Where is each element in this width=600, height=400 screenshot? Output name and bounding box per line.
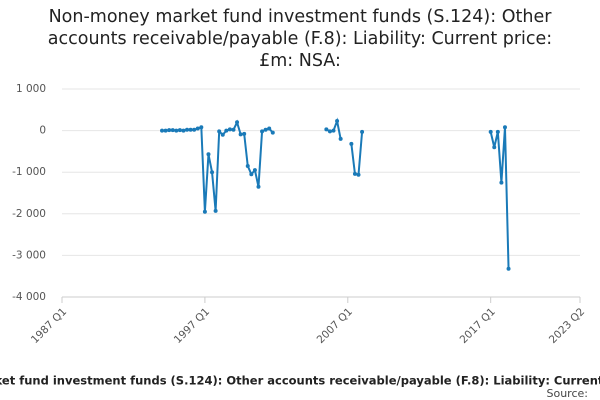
data-point [488, 129, 493, 134]
data-point [217, 129, 222, 134]
y-tick-label: -3 000 [12, 249, 46, 261]
data-point [174, 128, 179, 133]
data-point [242, 131, 247, 136]
data-point [349, 141, 354, 146]
data-point [210, 170, 215, 175]
data-point [502, 125, 507, 130]
data-point [238, 132, 243, 137]
y-tick-label: -1 000 [12, 166, 46, 178]
data-point [338, 136, 343, 141]
y-tick-label: 0 [39, 125, 46, 137]
x-tick-label: 1987 Q1 [29, 306, 69, 346]
data-point [270, 130, 275, 135]
data-point [492, 145, 497, 150]
chart-title: Non-money market fund investment funds (… [47, 7, 553, 71]
data-point [202, 209, 207, 214]
data-point [213, 208, 218, 213]
data-point [495, 129, 500, 134]
data-point [167, 128, 172, 133]
data-point [199, 125, 204, 130]
data-point [331, 128, 336, 133]
data-point [227, 127, 232, 132]
data-point [360, 129, 365, 134]
data-point [263, 127, 268, 132]
data-point [245, 163, 250, 168]
data-point [506, 266, 511, 271]
y-tick-label: 1 000 [16, 83, 46, 95]
data-point [224, 128, 229, 133]
x-tick-label: 2007 Q1 [315, 306, 355, 346]
source-label: Source: [547, 387, 589, 400]
data-point [356, 172, 361, 177]
data-point [256, 184, 261, 189]
x-tick-label: 2023 Q2 [547, 306, 587, 346]
data-point [252, 168, 257, 173]
data-point [195, 126, 200, 131]
data-point [231, 127, 236, 132]
data-point [335, 119, 340, 124]
data-point [267, 126, 272, 131]
data-point [327, 129, 332, 134]
x-tick-label: 2017 Q1 [458, 306, 498, 346]
series-line [162, 117, 510, 269]
y-tick-label: -2 000 [12, 208, 46, 220]
data-point [235, 120, 240, 125]
y-tick-label: -4 000 [12, 291, 46, 303]
data-point [220, 132, 225, 137]
data-point [324, 127, 329, 132]
data-point [499, 180, 504, 185]
data-point [249, 172, 254, 177]
data-point [160, 128, 165, 133]
data-point [188, 127, 193, 132]
footer-title: Non-money market fund investment funds (… [0, 374, 600, 388]
data-point [192, 127, 197, 132]
data-point [260, 129, 265, 134]
data-point [206, 152, 211, 157]
x-tick-label: 1997 Q1 [172, 306, 212, 346]
data-point [163, 128, 168, 133]
data-point [352, 171, 357, 176]
data-point [181, 128, 186, 133]
data-point [185, 127, 190, 132]
data-point [177, 128, 182, 133]
data-point [170, 128, 175, 133]
